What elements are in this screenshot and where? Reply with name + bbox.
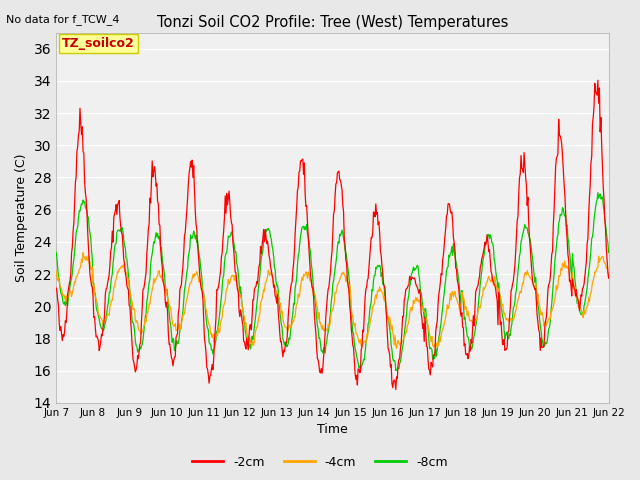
Title: Tonzi Soil CO2 Profile: Tree (West) Temperatures: Tonzi Soil CO2 Profile: Tree (West) Temp…: [157, 15, 508, 30]
Legend: -2cm, -4cm, -8cm: -2cm, -4cm, -8cm: [187, 451, 453, 474]
Y-axis label: Soil Temperature (C): Soil Temperature (C): [15, 154, 28, 282]
Text: No data for f_TCW_4: No data for f_TCW_4: [6, 14, 120, 25]
Text: TZ_soilco2: TZ_soilco2: [61, 37, 134, 50]
X-axis label: Time: Time: [317, 423, 348, 436]
